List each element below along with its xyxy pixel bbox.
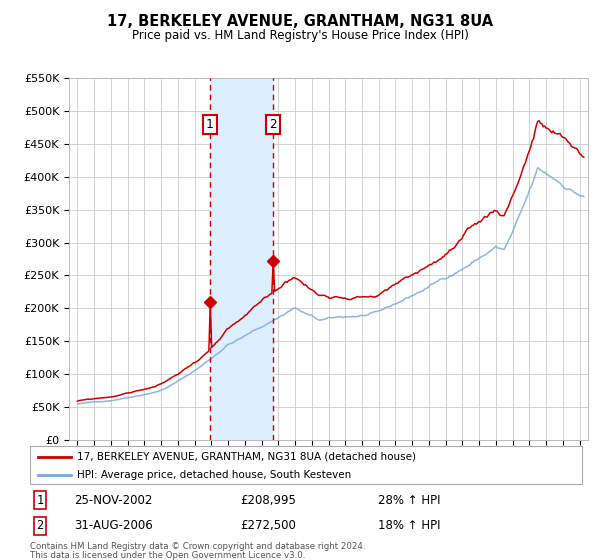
- Text: Contains HM Land Registry data © Crown copyright and database right 2024.: Contains HM Land Registry data © Crown c…: [30, 542, 365, 550]
- Text: 2: 2: [37, 519, 43, 533]
- Text: 1: 1: [206, 118, 214, 131]
- Text: 17, BERKELEY AVENUE, GRANTHAM, NG31 8UA: 17, BERKELEY AVENUE, GRANTHAM, NG31 8UA: [107, 14, 493, 29]
- Text: 1: 1: [37, 494, 43, 507]
- Text: £272,500: £272,500: [240, 519, 296, 533]
- Text: 25-NOV-2002: 25-NOV-2002: [74, 494, 152, 507]
- Text: HPI: Average price, detached house, South Kesteven: HPI: Average price, detached house, Sout…: [77, 470, 351, 480]
- Text: 28% ↑ HPI: 28% ↑ HPI: [378, 494, 440, 507]
- Text: 2: 2: [269, 118, 277, 131]
- Text: Price paid vs. HM Land Registry's House Price Index (HPI): Price paid vs. HM Land Registry's House …: [131, 29, 469, 42]
- Text: This data is licensed under the Open Government Licence v3.0.: This data is licensed under the Open Gov…: [30, 551, 305, 560]
- Text: 17, BERKELEY AVENUE, GRANTHAM, NG31 8UA (detached house): 17, BERKELEY AVENUE, GRANTHAM, NG31 8UA …: [77, 452, 416, 462]
- Text: 31-AUG-2006: 31-AUG-2006: [74, 519, 153, 533]
- FancyBboxPatch shape: [30, 446, 582, 484]
- Text: £208,995: £208,995: [240, 494, 296, 507]
- Text: 18% ↑ HPI: 18% ↑ HPI: [378, 519, 440, 533]
- Bar: [209, 78, 273, 440]
